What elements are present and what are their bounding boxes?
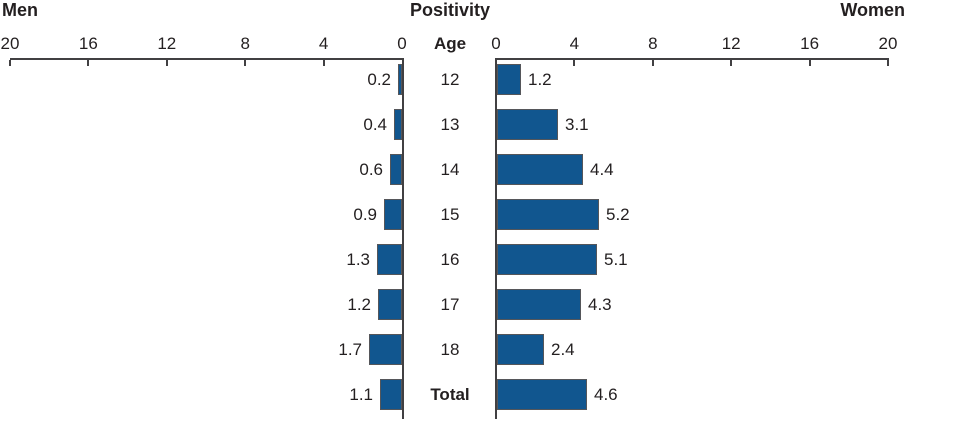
women-side-title: Women xyxy=(840,0,905,20)
men-value-label: 1.1 xyxy=(349,385,373,404)
women-axis-tick-label: 8 xyxy=(648,34,658,53)
men-axis-tick-mark xyxy=(165,60,168,66)
age-category-label: 15 xyxy=(440,205,460,224)
women-bar xyxy=(497,109,558,140)
women-value-label: 5.1 xyxy=(604,250,628,269)
men-axis-tick-label: 4 xyxy=(318,34,329,53)
men-axis-line xyxy=(10,58,402,60)
women-axis-tick-mark xyxy=(730,60,733,66)
women-value-label: 4.3 xyxy=(588,295,612,314)
age-category-label: 17 xyxy=(440,295,460,314)
men-value-label: 0.9 xyxy=(353,205,377,224)
women-axis-tick-label: 12 xyxy=(721,34,741,53)
men-axis-tick-label: 0 xyxy=(397,34,407,53)
women-bar xyxy=(497,379,587,410)
men-axis-tick-mark xyxy=(9,60,11,66)
men-zero-baseline xyxy=(402,58,404,419)
men-value-label: 0.6 xyxy=(359,160,383,179)
women-value-label: 4.6 xyxy=(594,385,618,404)
men-bar xyxy=(390,154,402,185)
men-bar xyxy=(378,289,402,320)
age-category-label: 14 xyxy=(440,160,460,179)
men-bar xyxy=(380,379,402,410)
men-bar xyxy=(377,244,402,275)
women-bar xyxy=(497,64,521,95)
men-bar xyxy=(394,109,402,140)
women-value-label: 4.4 xyxy=(590,160,614,179)
men-bar xyxy=(384,199,402,230)
men-value-label: 0.2 xyxy=(367,70,391,89)
women-value-label: 5.2 xyxy=(606,205,630,224)
men-axis-tick-label: 12 xyxy=(157,34,177,53)
women-zero-baseline xyxy=(495,58,497,419)
women-axis-tick-mark xyxy=(887,60,889,66)
women-bar xyxy=(497,199,599,230)
women-bar xyxy=(497,334,544,365)
men-axis-tick-label: 20 xyxy=(0,34,20,53)
women-bar xyxy=(497,289,581,320)
women-value-label: 1.2 xyxy=(528,70,552,89)
age-category-label: 13 xyxy=(440,115,460,134)
women-value-label: 3.1 xyxy=(565,115,589,134)
men-side-title: Men xyxy=(2,0,38,20)
women-axis-tick-label: 16 xyxy=(800,34,820,53)
men-axis-tick-label: 16 xyxy=(78,34,98,53)
age-axis-header: Age xyxy=(433,34,467,53)
women-value-label: 2.4 xyxy=(551,340,575,359)
men-axis-tick-label: 8 xyxy=(240,34,250,53)
age-category-label: 18 xyxy=(440,340,460,359)
men-axis-tick-mark xyxy=(322,60,325,66)
men-value-label: 0.4 xyxy=(363,115,387,134)
men-bar xyxy=(369,334,402,365)
women-axis-tick-mark xyxy=(573,60,576,66)
women-axis-tick-mark xyxy=(651,60,654,66)
women-bar xyxy=(497,244,597,275)
men-axis-tick-mark xyxy=(87,60,90,66)
men-value-label: 1.2 xyxy=(347,295,371,314)
men-value-label: 1.3 xyxy=(346,250,370,269)
chart-title: Positivity xyxy=(409,0,491,20)
age-category-label: 16 xyxy=(440,250,460,269)
women-axis-tick-label: 0 xyxy=(491,34,501,53)
men-axis-tick-mark xyxy=(244,60,247,66)
women-bar xyxy=(497,154,583,185)
age-category-label: Total xyxy=(430,385,470,404)
men-value-label: 1.7 xyxy=(338,340,362,359)
women-axis-tick-mark xyxy=(808,60,811,66)
men-bar xyxy=(398,64,402,95)
age-category-label: 12 xyxy=(440,70,460,89)
women-axis-tick-label: 20 xyxy=(878,34,898,53)
women-axis-line xyxy=(496,58,889,60)
women-axis-tick-label: 4 xyxy=(569,34,580,53)
